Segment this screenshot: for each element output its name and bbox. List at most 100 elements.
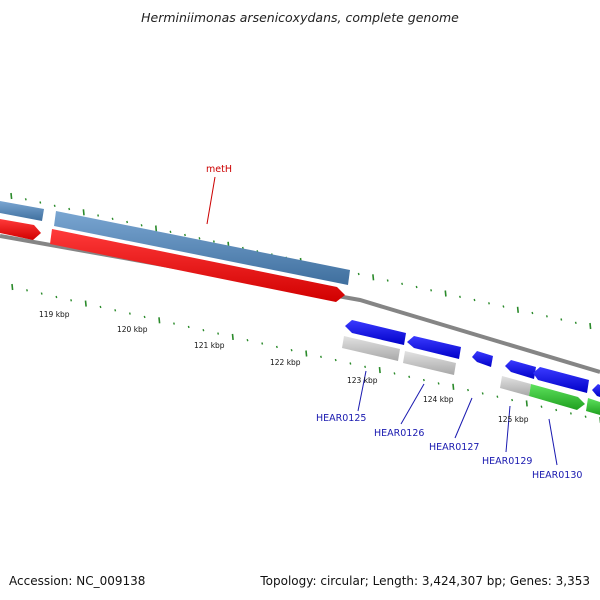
tick-upper-29 [430,289,433,292]
tick-upper-39 [574,321,577,325]
feature-steelblue-left[interactable] [0,201,44,221]
tick-upper-10 [155,225,158,232]
tick-lower-19 [290,348,293,352]
tick-upper-8 [126,220,129,224]
tick-lower-33 [496,395,499,398]
tick-lower-7 [114,309,117,312]
tick-upper-35 [516,306,519,313]
tick-upper-14 [212,240,215,243]
scale-label-119: 119 kbp [39,310,70,319]
tick-upper-26 [386,279,389,282]
feature-gray-3[interactable] [500,376,531,396]
tick-lower-34 [511,398,514,402]
tick-upper-4 [68,207,71,211]
tick-lower-9 [143,315,146,319]
tick-upper-2 [39,201,42,204]
tick-lower-18 [275,345,278,349]
tick-lower-28 [422,378,425,382]
feature-blue-1[interactable] [345,320,406,345]
tick-lower-11 [173,322,175,325]
gene-label-hear0130[interactable]: HEAR0130 [532,470,582,481]
map-title: Herminiimonas arsenicoxydans, complete g… [141,10,459,25]
tick-lower-20 [305,350,308,357]
tick-lower-1 [26,289,28,292]
accession-text: Accession: NC_009138 [9,574,146,588]
feature-blue-3[interactable] [472,351,493,367]
tick-lower-12 [187,325,190,329]
tick-upper-5 [82,209,85,216]
feature-steelblue-meth[interactable] [54,211,350,285]
scale-label-122: 122 kbp [270,358,301,367]
gene-label-hear0127[interactable]: HEAR0127 [429,442,479,453]
tick-upper-7 [111,217,114,221]
tick-upper-28 [415,285,418,289]
feature-gray-2[interactable] [403,351,456,375]
tick-lower-38 [569,412,572,415]
gene-label-hear0125[interactable]: HEAR0125 [316,413,366,424]
tick-upper-25 [372,274,375,281]
tick-lower-29 [437,382,440,385]
gene-label-meth[interactable]: metH [206,164,232,175]
tick-lower-23 [349,362,352,365]
tick-upper-11 [169,230,172,234]
feature-blue-5[interactable] [533,367,589,393]
tick-upper-13 [198,237,201,240]
tick-upper-12 [184,233,186,237]
tick-lower-13 [202,328,205,332]
tick-upper-1 [24,198,27,201]
tick-lower-3 [55,295,58,299]
tick-lower-6 [99,305,102,309]
scale-ticks-lower [11,283,600,424]
gene-label-hear0129[interactable]: HEAR0129 [482,456,532,467]
tick-lower-32 [481,392,484,395]
tick-upper-9 [140,224,143,227]
tick-upper-24 [357,272,360,276]
tick-lower-8 [128,312,131,315]
tick-upper-30 [444,290,447,297]
scale-label-125: 125 kbp [498,415,529,424]
feature-green-1[interactable] [529,384,585,410]
tick-lower-37 [555,408,558,412]
tick-lower-4 [70,299,73,302]
gene-label-hear0126[interactable]: HEAR0126 [374,428,424,439]
tick-upper-27 [401,282,404,286]
tick-lower-0 [11,283,14,291]
gene-leader-lines [206,176,558,466]
feature-blue-4[interactable] [505,360,536,379]
feature-blue-6[interactable] [592,384,600,397]
tick-lower-22 [334,358,337,362]
tick-lower-2 [40,292,43,295]
genome-backbone [0,234,600,374]
genome-summary-text: Topology: circular; Length: 3,424,307 bp… [260,574,590,588]
feature-green-2[interactable] [586,398,600,415]
feature-gray-1[interactable] [342,336,400,361]
scale-label-123: 123 kbp [347,376,378,385]
tick-lower-26 [393,372,396,375]
tick-upper-3 [53,204,56,208]
tick-lower-15 [231,333,234,340]
tick-lower-21 [320,355,322,359]
tick-upper-6 [97,214,100,217]
tick-upper-38 [560,318,563,321]
tick-upper-31 [459,295,461,299]
tick-upper-0 [10,192,13,200]
tick-lower-14 [217,332,220,335]
tick-lower-17 [261,342,264,345]
tick-lower-30 [452,383,455,390]
tick-upper-33 [488,302,490,305]
feature-red-left[interactable] [0,219,41,240]
tick-lower-10 [158,317,161,324]
tick-lower-39 [584,415,587,418]
scale-label-124: 124 kbp [423,395,454,404]
tick-upper-32 [473,298,476,302]
tick-lower-35 [525,400,528,407]
gene-labels: metH HEAR0125 HEAR0126 HEAR0127 HEAR0129… [206,164,582,481]
tick-lower-5 [84,300,87,307]
feature-blue-2[interactable] [407,336,461,359]
tick-upper-37 [545,315,548,318]
feature-red-meth[interactable] [50,229,345,302]
scale-label-120: 120 kbp [117,325,148,334]
tick-lower-16 [246,338,249,342]
tick-lower-36 [540,405,543,408]
